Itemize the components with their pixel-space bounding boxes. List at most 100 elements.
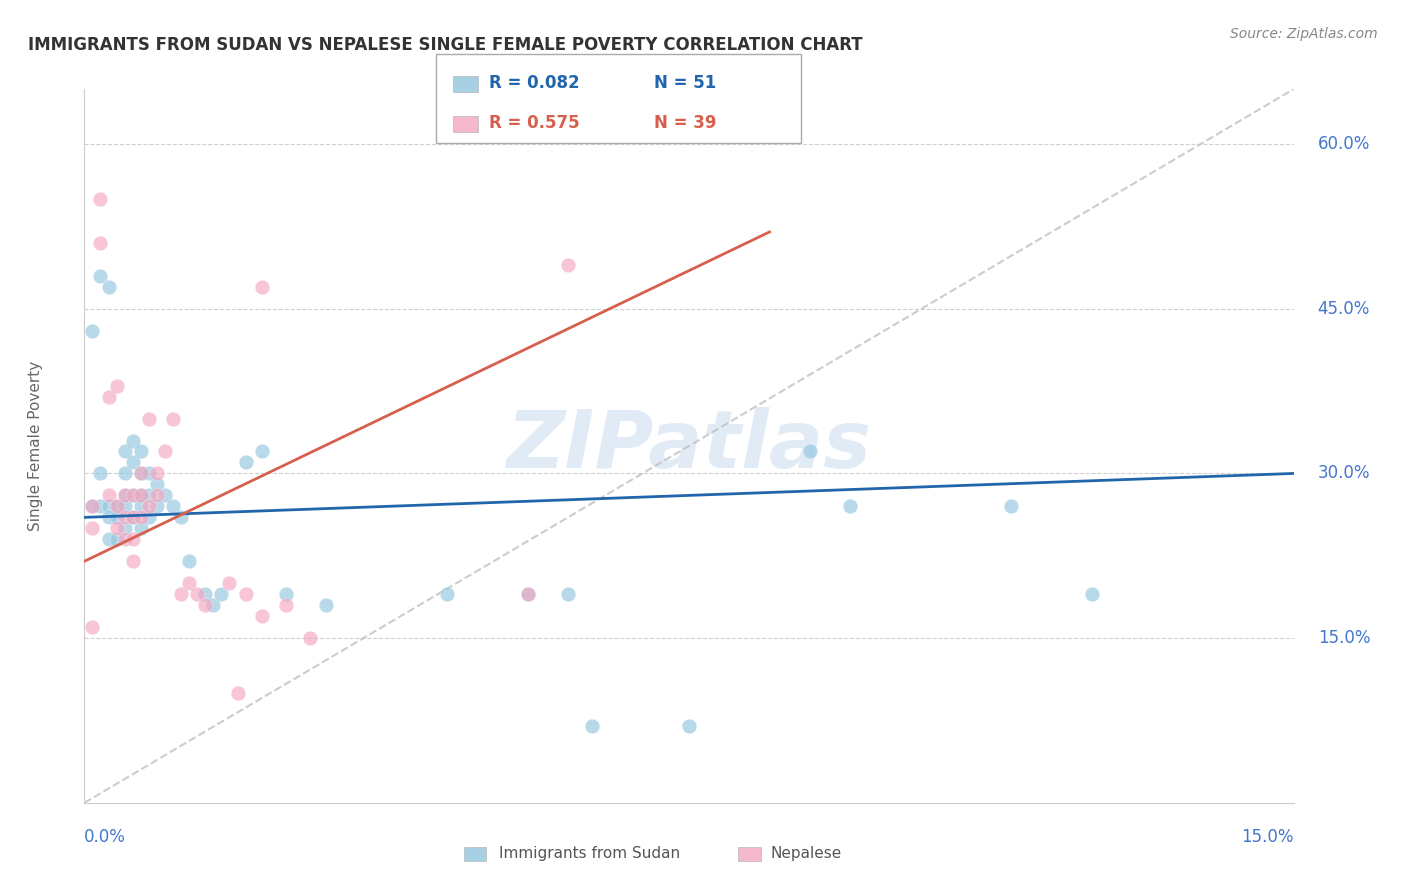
Point (1081, 587, 1104, 601)
Point (82, 500, 104, 514)
Text: 60.0%: 60.0% (1317, 135, 1369, 153)
Point (678, 719, 700, 733)
Point (162, 411, 184, 425)
Point (89, 500, 111, 514)
Point (146, 488, 169, 502)
Point (146, 477, 169, 491)
Point (89, 235, 111, 250)
Point (105, 378, 128, 392)
Point (82, 324, 104, 338)
Point (250, 609, 273, 624)
Point (218, 576, 240, 591)
Point (202, 598, 225, 612)
Point (226, 686, 249, 700)
Point (129, 488, 152, 502)
Text: N = 39: N = 39 (654, 114, 716, 132)
Text: R = 0.082: R = 0.082 (489, 74, 579, 92)
Point (121, 554, 143, 568)
Point (129, 500, 152, 514)
Point (1000, 500, 1022, 514)
Point (97, 500, 120, 514)
Point (315, 598, 337, 612)
Point (250, 280, 273, 294)
Point (82, 500, 104, 514)
Text: IMMIGRANTS FROM SUDAN VS NEPALESE SINGLE FEMALE POVERTY CORRELATION CHART: IMMIGRANTS FROM SUDAN VS NEPALESE SINGLE… (28, 36, 863, 54)
Point (114, 488, 136, 502)
Point (121, 510, 143, 524)
Point (138, 510, 160, 524)
Point (138, 411, 160, 425)
Point (114, 444, 136, 458)
Point (129, 510, 152, 524)
Point (121, 434, 143, 448)
Point (146, 467, 169, 481)
Point (557, 587, 579, 601)
Point (114, 500, 136, 514)
Text: 0.0%: 0.0% (84, 828, 127, 846)
Point (581, 719, 603, 733)
Point (179, 554, 201, 568)
Point (97, 488, 120, 502)
Point (138, 488, 160, 502)
Point (170, 510, 193, 524)
Text: 45.0%: 45.0% (1317, 300, 1369, 318)
Point (89, 467, 111, 481)
Point (194, 598, 217, 612)
Text: Nepalese: Nepalese (770, 847, 842, 861)
Point (105, 533, 128, 547)
Point (235, 587, 257, 601)
Point (89, 268, 111, 283)
Point (170, 587, 193, 601)
Point (114, 488, 136, 502)
Point (557, 258, 579, 272)
Text: 30.0%: 30.0% (1317, 465, 1371, 483)
Point (235, 455, 257, 469)
Point (121, 455, 143, 469)
Point (121, 510, 143, 524)
Point (121, 488, 143, 502)
Point (146, 500, 169, 514)
Point (179, 576, 201, 591)
Point (839, 500, 862, 514)
Point (516, 587, 538, 601)
Text: 15.0%: 15.0% (1241, 828, 1294, 846)
Point (436, 587, 458, 601)
Point (299, 631, 322, 645)
Point (105, 500, 128, 514)
Point (153, 488, 176, 502)
Point (129, 444, 152, 458)
Point (114, 467, 136, 481)
Point (516, 587, 538, 601)
Point (105, 521, 128, 535)
Point (105, 500, 128, 514)
Point (209, 587, 232, 601)
Text: N = 51: N = 51 (654, 74, 716, 92)
Point (129, 467, 152, 481)
Text: R = 0.575: R = 0.575 (489, 114, 579, 132)
Point (138, 500, 160, 514)
Point (138, 467, 160, 481)
Text: Single Female Poverty: Single Female Poverty (28, 361, 44, 531)
Point (82, 620, 104, 634)
Point (250, 444, 273, 458)
Point (129, 488, 152, 502)
Point (194, 587, 217, 601)
Point (121, 533, 143, 547)
Text: Source: ZipAtlas.com: Source: ZipAtlas.com (1230, 27, 1378, 41)
Point (97, 390, 120, 404)
Point (105, 510, 128, 524)
Point (89, 192, 111, 206)
Point (121, 488, 143, 502)
Point (162, 500, 184, 514)
Text: Immigrants from Sudan: Immigrants from Sudan (499, 847, 681, 861)
Point (82, 521, 104, 535)
Point (274, 587, 297, 601)
Point (153, 444, 176, 458)
Point (97, 510, 120, 524)
Point (186, 587, 208, 601)
Point (114, 510, 136, 524)
Point (114, 533, 136, 547)
Point (97, 280, 120, 294)
Text: ZIPatlas: ZIPatlas (506, 407, 872, 485)
Point (129, 467, 152, 481)
